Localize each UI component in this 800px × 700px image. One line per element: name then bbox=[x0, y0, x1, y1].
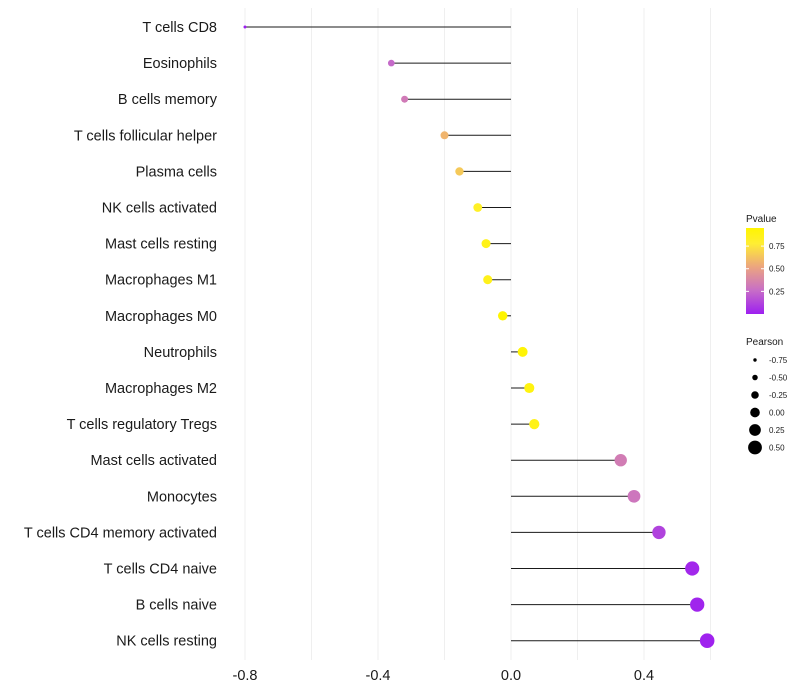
category-label: NK cells activated bbox=[102, 201, 217, 217]
point bbox=[401, 95, 409, 103]
grid bbox=[244, 8, 711, 660]
legend-pearson-label: -0.75 bbox=[769, 356, 788, 365]
legend-pvalue-tick: 0.50 bbox=[769, 265, 785, 274]
point bbox=[497, 311, 508, 321]
legend-pearson-title: Pearson bbox=[746, 337, 783, 348]
x-tick-label: -0.8 bbox=[233, 668, 258, 684]
point bbox=[690, 597, 705, 612]
point bbox=[517, 346, 528, 357]
stems bbox=[245, 26, 708, 642]
category-label: T cells regulatory Tregs bbox=[67, 417, 217, 433]
legend-size-key bbox=[752, 374, 758, 381]
point bbox=[455, 167, 464, 176]
legend-pearson-label: 0.50 bbox=[769, 444, 785, 453]
legend-size-key bbox=[751, 391, 759, 399]
category-label: T cells CD8 bbox=[142, 20, 217, 36]
legend-size-key bbox=[748, 440, 762, 455]
category-label: Macrophages M2 bbox=[105, 381, 217, 397]
x-axis-ticks: -0.8 -0.4 0.0 0.4 bbox=[233, 668, 655, 684]
category-label: Monocytes bbox=[147, 489, 217, 505]
category-label: T cells CD4 memory activated bbox=[24, 525, 217, 541]
x-tick-label: 0.4 bbox=[634, 668, 654, 684]
legend-size-key bbox=[749, 424, 761, 436]
category-label: B cells naive bbox=[136, 598, 217, 614]
point bbox=[529, 418, 540, 430]
category-label: Macrophages M1 bbox=[105, 273, 217, 289]
category-label: Mast cells resting bbox=[105, 237, 217, 253]
point bbox=[481, 239, 491, 249]
legend-pvalue-tick: 0.25 bbox=[769, 287, 785, 296]
category-labels: T cells CD8 Eosinophils B cells memory T ce… bbox=[24, 20, 218, 650]
category-label: Macrophages M0 bbox=[105, 309, 217, 325]
category-label: Eosinophils bbox=[143, 56, 217, 72]
category-label: B cells memory bbox=[118, 92, 218, 108]
category-label: NK cells resting bbox=[116, 634, 217, 650]
point bbox=[440, 131, 449, 140]
point bbox=[685, 561, 700, 576]
point bbox=[483, 275, 493, 285]
points bbox=[243, 25, 715, 648]
point bbox=[387, 59, 395, 67]
point bbox=[473, 203, 483, 212]
x-tick-label: 0.0 bbox=[501, 668, 521, 684]
legend-pvalue-title: Pvalue bbox=[746, 214, 777, 225]
legend-pvalue-colorbar bbox=[746, 228, 764, 314]
x-tick-label: -0.4 bbox=[366, 668, 391, 684]
legend-pearson-label: -0.25 bbox=[769, 391, 788, 400]
legend-size-key bbox=[750, 407, 760, 418]
point bbox=[614, 454, 627, 467]
point bbox=[524, 382, 535, 394]
legend-size-key bbox=[753, 358, 757, 362]
point bbox=[699, 633, 715, 648]
point bbox=[243, 25, 247, 29]
category-label: Neutrophils bbox=[144, 345, 217, 361]
legend-pvalue-tick: 0.75 bbox=[769, 242, 785, 251]
category-label: Mast cells activated bbox=[90, 453, 217, 469]
legend-pearson-label: 0.00 bbox=[769, 409, 785, 418]
legend-pearson-label: -0.50 bbox=[769, 374, 788, 383]
category-label: Plasma cells bbox=[136, 164, 217, 180]
category-label: T cells follicular helper bbox=[74, 128, 217, 144]
legend-pearson-label: 0.25 bbox=[769, 426, 785, 435]
legend-pearson: Pearson -0.75 -0.50 -0.25 0.00 0.25 0.50 bbox=[746, 337, 788, 455]
point bbox=[627, 489, 641, 503]
category-label: T cells CD4 naive bbox=[104, 562, 217, 578]
legend-pvalue: Pvalue 0.75 0.50 0.25 bbox=[746, 214, 785, 314]
point bbox=[652, 525, 666, 540]
